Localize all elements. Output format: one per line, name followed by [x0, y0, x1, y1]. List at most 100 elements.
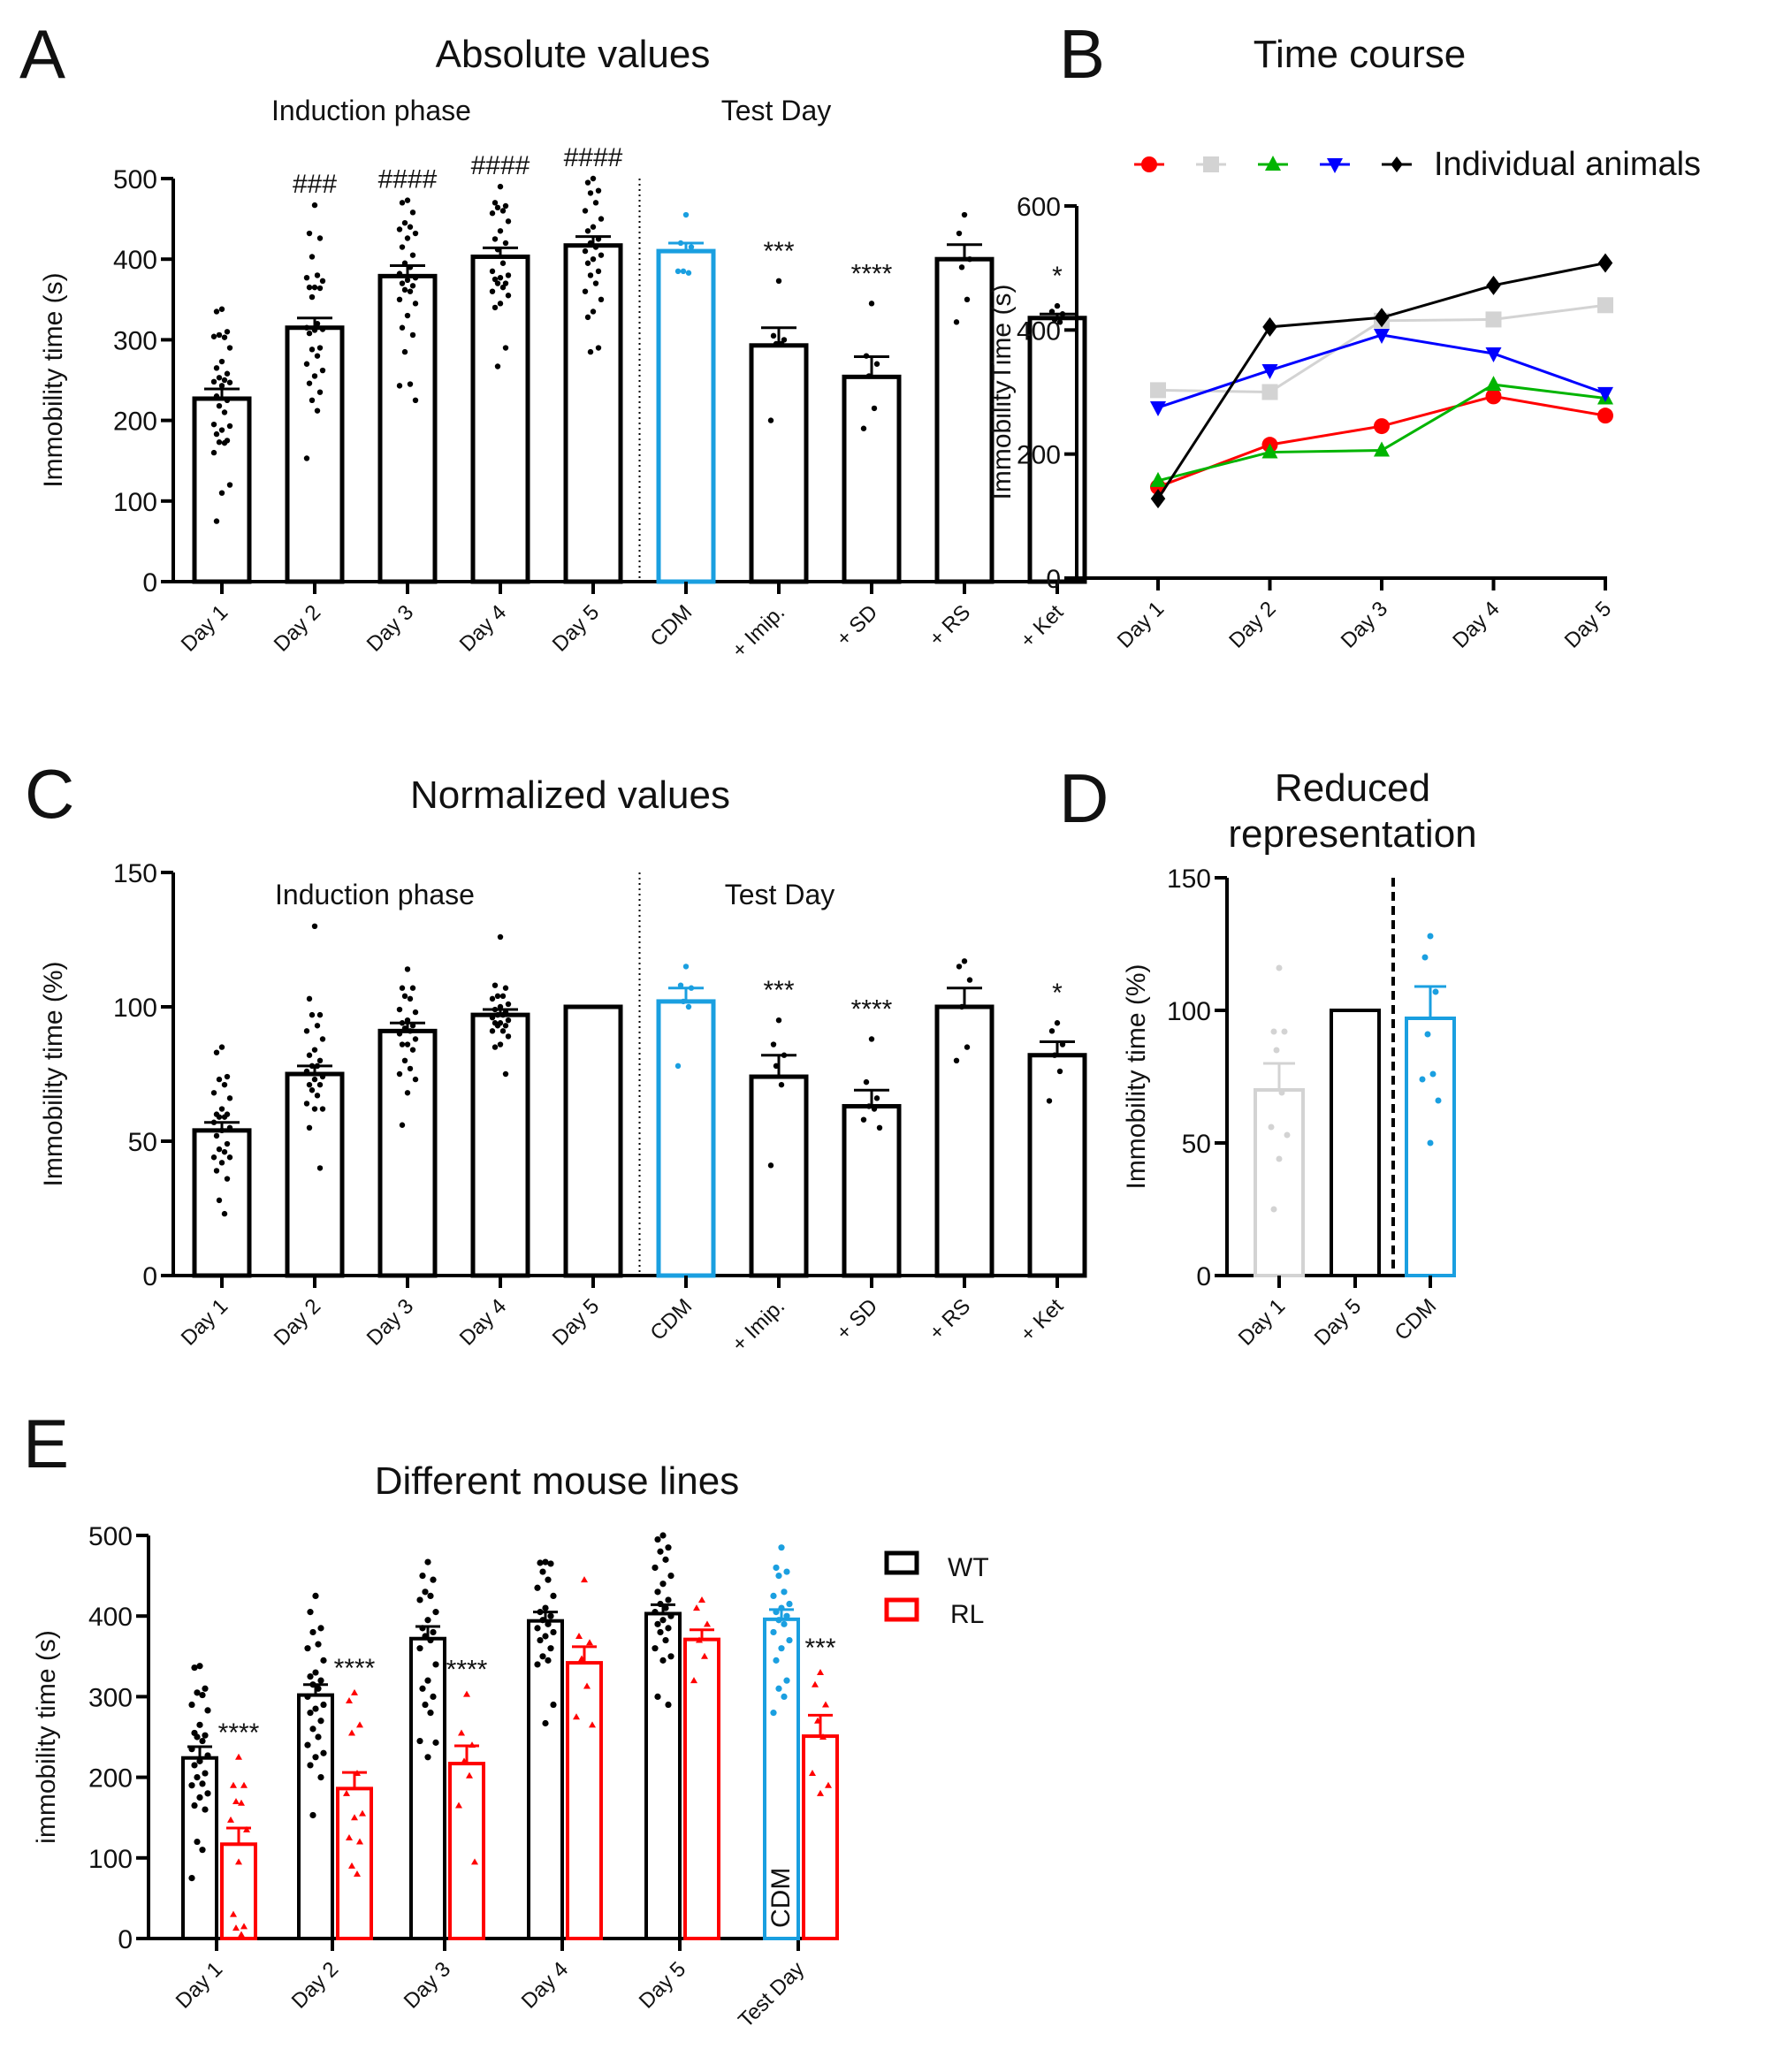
a-point-day-1: [221, 439, 228, 446]
e-point-rl-day-4: [583, 1682, 591, 1689]
a-point-day-1: [210, 421, 217, 428]
legend-marker-animal-green: [1265, 156, 1281, 171]
c-point-day-4: [505, 1001, 512, 1008]
panel-a-phase-test: Test Day: [721, 95, 831, 126]
panel-d-title-line1: Reduced: [1275, 766, 1430, 810]
e-point-rl-day-1: [232, 1924, 240, 1931]
e-point-wt-day-2: [312, 1669, 319, 1676]
b-marker-animal-grey: [1597, 297, 1613, 314]
e-point-rl-day-2: [354, 1870, 361, 1878]
a-point-day-5: [582, 288, 589, 294]
a-point-day-2: [309, 254, 316, 260]
a-point-day-1: [218, 358, 225, 365]
a-point-day-2: [303, 274, 310, 281]
e-point-rl-day-1: [240, 1781, 248, 1788]
e-point-wt-day-4: [542, 1558, 549, 1565]
c-point-day-3: [412, 1009, 419, 1016]
c-point-day-4: [489, 995, 496, 1002]
e-point-wt-day-4: [550, 1701, 557, 1709]
a-x-tick-label-cdm: CDM: [646, 600, 697, 651]
c-point-day-1: [213, 1168, 220, 1174]
e-point-wt-day-3: [430, 1693, 437, 1700]
a-point-ket: [1056, 319, 1063, 325]
c-point-day-4: [502, 985, 509, 991]
a-point-day-1: [221, 377, 228, 384]
e-point-wt-day-5: [665, 1596, 672, 1604]
a-point-day-4: [502, 240, 509, 247]
e-point-wt-day-4: [545, 1620, 552, 1627]
e-point-wt-test-day: [781, 1620, 788, 1627]
c-point-day-2: [311, 923, 318, 930]
e-point-rl-day-5: [701, 1652, 708, 1659]
d-point-day-1: [1270, 1028, 1277, 1035]
a-point-cdm: [688, 244, 695, 250]
b-marker-animal-green: [1485, 376, 1502, 392]
a-y-tick-label: 400: [113, 246, 157, 275]
e-point-wt-day-2: [320, 1657, 327, 1664]
a-x-tick-label-day-3: Day 3: [362, 600, 418, 656]
a-point-day-4: [489, 288, 496, 294]
b-marker-animal-red: [1485, 388, 1502, 405]
d-point-day-1: [1278, 1089, 1285, 1096]
a-point-day-2: [316, 389, 324, 395]
e-point-wt-test-day: [770, 1710, 777, 1717]
d-y-tick-label: 150: [1167, 865, 1211, 894]
c-point-day-1: [216, 1146, 223, 1153]
a-x-tick-label-sd: + SD: [832, 600, 882, 651]
a-point-day-3: [407, 381, 414, 387]
e-point-rl-day-2: [356, 1721, 363, 1728]
a-significance-day-5: ####: [564, 143, 623, 172]
a-significance-day-4: ####: [471, 151, 530, 180]
b-y-tick-label: 400: [1017, 316, 1061, 346]
b-marker-animal-black: [1597, 253, 1613, 273]
a-y-tick-label: 0: [142, 568, 157, 598]
e-point-wt-day-5: [665, 1544, 672, 1551]
panel-b-legend: Individual animals: [1134, 146, 1701, 183]
c-point-day-2: [306, 1052, 313, 1058]
e-point-wt-day-1: [199, 1780, 206, 1787]
c-point-day-2: [316, 1165, 324, 1171]
a-point-day-1: [216, 402, 223, 409]
e-point-wt-day-3: [432, 1739, 439, 1746]
c-point-day-3: [404, 1041, 411, 1047]
d-point-day-1: [1268, 1124, 1275, 1131]
c-point-day-4: [492, 982, 499, 988]
c-x-tick-label-day-4: Day 4: [455, 1294, 511, 1350]
a-point-cdm: [682, 211, 690, 218]
panel-c-phase-induction: Induction phase: [275, 879, 475, 910]
e-point-rl-day-3: [466, 1771, 473, 1779]
a-point-day-3: [396, 383, 403, 389]
e-point-wt-day-5: [659, 1581, 667, 1588]
b-marker-animal-green: [1150, 471, 1166, 487]
a-point-day-5: [598, 296, 605, 302]
a-point-imip: [767, 417, 774, 423]
e-point-rl-day-1: [235, 1858, 242, 1865]
a-x-tick-label-day-1: Day 1: [177, 600, 232, 656]
c-x-tick-label-cdm: CDM: [646, 1294, 697, 1345]
a-point-day-2: [314, 408, 321, 414]
c-bar-day-3: [377, 1028, 438, 1278]
a-point-day-2: [306, 230, 313, 237]
a-bar-cdm: [656, 248, 716, 584]
a-x-tick-label-rs: + RS: [925, 600, 975, 651]
c-bar-day-1: [192, 1128, 252, 1278]
a-point-day-4: [494, 280, 501, 286]
legend-rl-swatch: [884, 1597, 919, 1622]
a-point-day-4: [505, 272, 512, 278]
a-point-day-3: [409, 252, 416, 258]
e-point-rl-day-3: [463, 1690, 470, 1697]
c-x-tick-label-imip: + Imip.: [728, 1294, 790, 1357]
c-point-day-1: [216, 1076, 223, 1083]
c-point-day-3: [404, 966, 411, 972]
b-marker-animal-red: [1374, 418, 1390, 435]
e-point-wt-day-2: [315, 1641, 322, 1648]
a-y-tick-label: 300: [113, 326, 157, 355]
e-point-rl-day-3: [471, 1858, 478, 1865]
c-point-day-4: [497, 933, 504, 941]
panel-a-phase-induction: Induction phase: [271, 95, 471, 126]
a-point-day-1: [224, 329, 231, 335]
a-point-day-1: [218, 383, 225, 389]
a-point-day-4: [502, 202, 509, 209]
c-point-ket: [1056, 1068, 1063, 1075]
